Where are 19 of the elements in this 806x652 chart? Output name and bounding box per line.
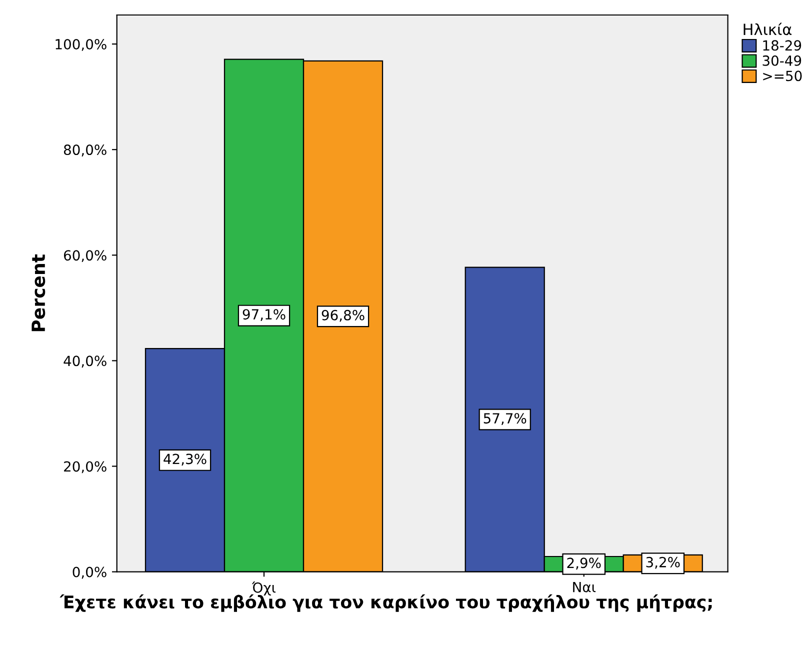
y-tick-label: 80,0% — [64, 144, 106, 156]
data-label: 57,7% — [484, 413, 526, 425]
legend-title: Ηλικία — [744, 22, 792, 36]
x-axis-title: Έχετε κάνει το εμβόλιο για τον καρκίνο του τραχήλου της μήτρας; — [60, 594, 712, 612]
y-tick-label: 0,0% — [72, 566, 106, 579]
y-axis-title: Percent — [32, 254, 46, 332]
y-tick-label: 60,0% — [64, 250, 106, 262]
data-label: 2,9% — [567, 558, 601, 570]
y-tick-label: 20,0% — [64, 461, 106, 474]
legend-label: 18-29 — [763, 40, 802, 51]
data-label: 97,1% — [242, 309, 286, 322]
data-label: 42,3% — [164, 454, 206, 466]
data-label: 96,8% — [322, 310, 364, 322]
y-tick-label: 100,0% — [56, 38, 106, 51]
legend-label: 30-49 — [762, 55, 802, 66]
legend-label: >=50 — [763, 70, 802, 82]
data-label: 3,2% — [646, 556, 680, 569]
x-tick-label: Ναι — [573, 582, 596, 592]
y-tick-label: 40,0% — [64, 356, 106, 368]
